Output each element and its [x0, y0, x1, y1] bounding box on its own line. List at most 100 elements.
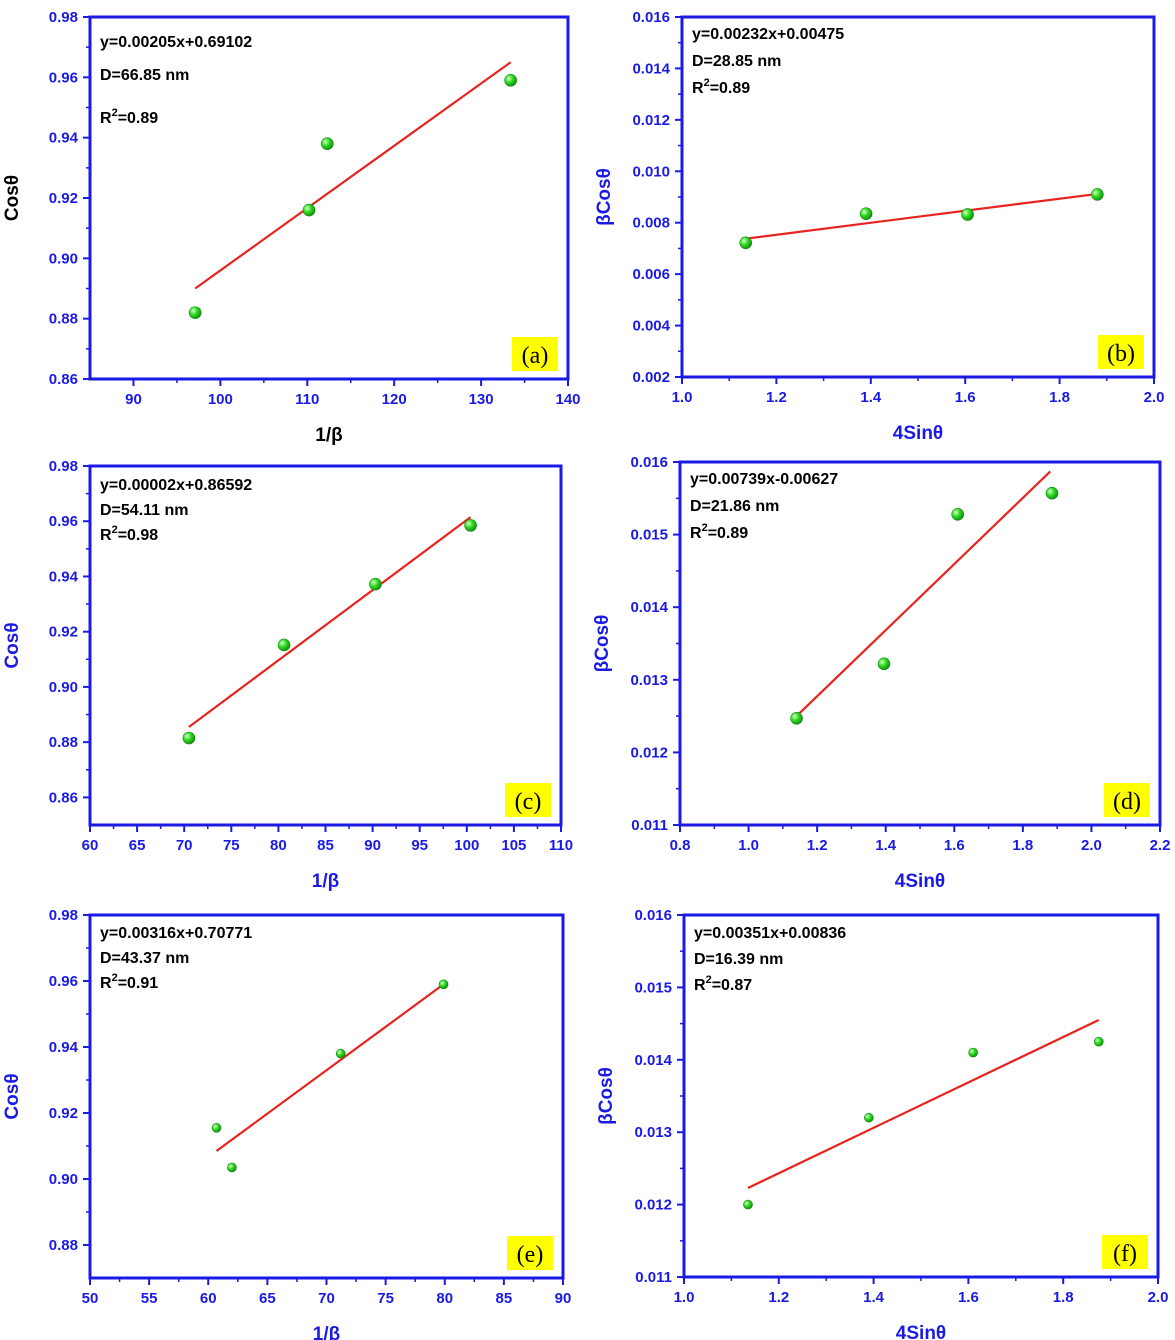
chart-panel: 60 65 70 75 80 85 90 95 100 105 110 0.86 0.88 0.90 0.9… — [2, 458, 573, 892]
y-tick-label: 0.96 — [49, 973, 78, 990]
crystallite-size: D=16.39 nm — [694, 951, 783, 968]
x-tick-label: 1.4 — [863, 1289, 885, 1306]
r-squared: R2=0.89 — [100, 107, 158, 127]
x-tick-label: 90 — [125, 391, 142, 408]
x-tick-label: 85 — [317, 837, 334, 854]
x-tick-label: 70 — [176, 837, 193, 854]
data-point — [188, 306, 202, 319]
x-tick-label: 1.6 — [955, 389, 976, 406]
data-point — [739, 236, 753, 250]
x-tick-label: 0.8 — [670, 837, 691, 854]
x-tick-label: 1.4 — [860, 389, 882, 406]
y-tick-label: 0.98 — [49, 907, 78, 924]
y-tick-label: 0.012 — [632, 112, 670, 129]
y-axis-label: βCosθ — [592, 615, 613, 673]
x-axis-label: 1/β — [313, 1324, 340, 1340]
y-tick-label: 0.008 — [632, 215, 670, 232]
x-tick-label: 105 — [501, 837, 526, 854]
fit-equation: y=0.00739x-0.00627 — [690, 471, 838, 488]
x-tick-label: 100 — [208, 391, 233, 408]
x-tick-label: 1.4 — [875, 837, 897, 854]
y-tick-label: 0.88 — [49, 311, 78, 328]
y-tick-label: 0.016 — [634, 907, 672, 924]
y-tick-label: 0.92 — [49, 1105, 78, 1122]
panel-tag: (e) — [517, 1242, 544, 1268]
y-tick-label: 0.98 — [49, 9, 78, 26]
data-point — [951, 507, 965, 521]
crystallite-size: D=54.11 nm — [100, 502, 189, 519]
y-tick-label: 0.90 — [49, 1171, 78, 1188]
data-point — [320, 137, 334, 150]
data-point — [961, 208, 974, 221]
y-tick-label: 0.014 — [632, 60, 670, 77]
data-point — [504, 74, 517, 87]
x-axis-label: 1/β — [315, 425, 342, 446]
plot-frame — [680, 15, 1156, 379]
y-tick-label: 0.96 — [49, 513, 78, 530]
x-tick-label: 2.0 — [1148, 1289, 1169, 1306]
x-tick-label: 100 — [454, 837, 479, 854]
r-squared: R2=0.89 — [690, 522, 748, 542]
y-tick-label: 0.016 — [632, 9, 670, 26]
y-tick-label: 0.92 — [49, 624, 78, 641]
y-tick-label: 0.98 — [49, 458, 78, 475]
y-axis-label: Cosθ — [2, 175, 23, 221]
y-tick-label: 0.014 — [634, 1052, 672, 1069]
data-point — [968, 1047, 978, 1058]
y-tick-label: 0.013 — [634, 1124, 672, 1141]
x-tick-label: 140 — [555, 391, 580, 408]
y-tick-label: 0.015 — [630, 527, 668, 544]
panel-tag-background — [1104, 783, 1150, 817]
x-tick-label: 120 — [382, 391, 407, 408]
x-tick-label: 90 — [555, 1290, 572, 1307]
fit-line — [194, 61, 512, 290]
y-tick-label: 0.012 — [634, 1197, 672, 1214]
plot-frame — [88, 464, 563, 827]
y-axis-label: βCosθ — [596, 1067, 617, 1125]
x-tick-label: 1.8 — [1049, 389, 1070, 406]
y-axis-label: βCosθ — [594, 168, 615, 226]
y-tick-label: 0.86 — [49, 789, 78, 806]
x-tick-label: 60 — [82, 837, 99, 854]
x-tick-label: 1.0 — [738, 837, 759, 854]
fit-line — [747, 1018, 1100, 1189]
x-tick-label: 55 — [141, 1290, 158, 1307]
panel-tag: (d) — [1113, 789, 1141, 815]
x-tick-label: 130 — [469, 391, 494, 408]
x-tick-label: 65 — [129, 837, 146, 854]
panel-tag-background — [1102, 1235, 1148, 1269]
panel-tag-background — [507, 1236, 553, 1270]
x-tick-label: 85 — [496, 1290, 513, 1307]
x-tick-label: 110 — [549, 837, 573, 854]
data-point — [859, 207, 873, 221]
fit-line — [188, 516, 472, 728]
crystallite-size: D=66.85 nm — [100, 67, 189, 84]
fit-equation: y=0.00205x+0.69102 — [100, 34, 252, 51]
y-axis-label: Cosθ — [2, 622, 23, 668]
data-point — [302, 203, 316, 217]
x-axis-label: 4Sinθ — [893, 423, 943, 444]
y-tick-label: 0.88 — [49, 1237, 78, 1254]
data-point — [790, 711, 803, 725]
plot-frame — [678, 460, 1162, 827]
y-tick-label: 0.90 — [49, 250, 78, 267]
fit-line — [215, 983, 445, 1152]
data-point — [864, 1112, 874, 1123]
x-tick-label: 1.0 — [672, 389, 693, 406]
x-tick-label: 80 — [436, 1290, 453, 1307]
y-tick-label: 0.86 — [49, 371, 78, 388]
data-point — [277, 638, 291, 652]
data-point — [211, 1123, 222, 1133]
chart-panel: 0.8 1.0 1.2 1.4 1.6 1.8 2.0 2.2 0.011 0.012 0.013 0… — [592, 454, 1170, 892]
x-tick-label: 2.0 — [1144, 389, 1165, 406]
r-squared: R2=0.87 — [694, 974, 752, 994]
x-tick-label: 2.2 — [1150, 837, 1171, 854]
y-tick-label: 0.96 — [49, 69, 78, 86]
fit-equation: y=0.00316x+0.70771 — [100, 925, 252, 942]
y-tick-label: 0.92 — [49, 190, 78, 207]
panel-tag: (b) — [1107, 341, 1135, 367]
x-tick-label: 1.2 — [807, 837, 828, 854]
chart-panel: 90 100 110 120 130 140 0.86 0.88 0.90 0.92 0.94 0.9… — [2, 9, 581, 446]
y-tick-label: 0.011 — [635, 1269, 672, 1286]
